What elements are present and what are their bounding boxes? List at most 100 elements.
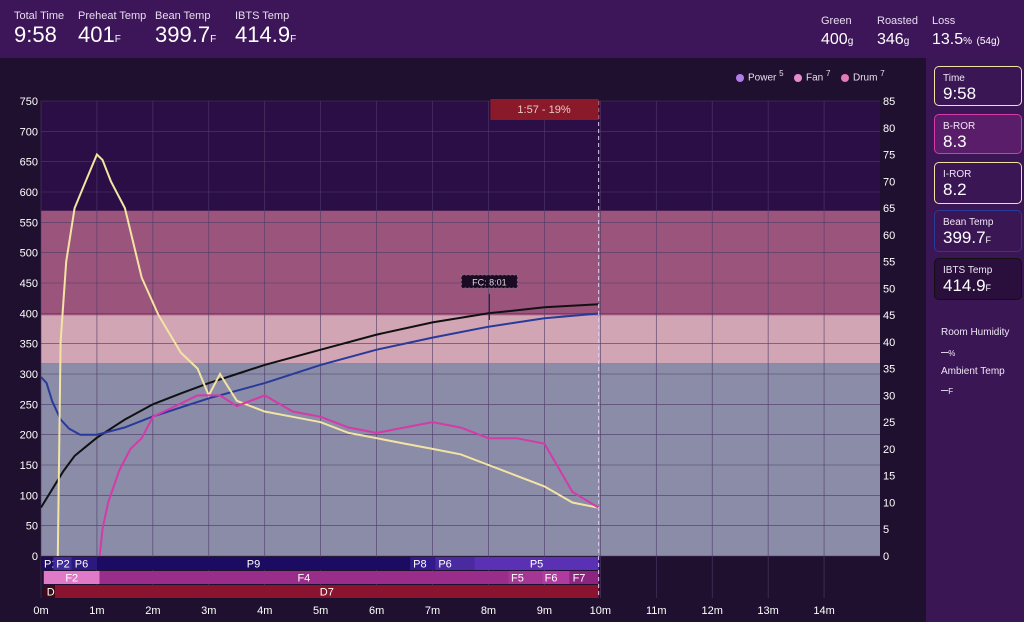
power-bar-segment — [96, 557, 411, 570]
y-right-tick-label: 10 — [883, 497, 895, 509]
x-tick-label: 10m — [590, 605, 611, 617]
phase-label: P9 — [247, 559, 260, 571]
phase-label: F6 — [545, 573, 558, 585]
x-tick-label: 8m — [481, 605, 496, 617]
y-left-tick-label: 150 — [20, 460, 38, 472]
stat-label: Bean Temp — [155, 10, 211, 22]
legend-fan: Fan 7 — [794, 69, 830, 83]
y-left-tick-label: 400 — [20, 308, 38, 320]
power-bar-segment — [71, 557, 97, 570]
time-card: Time 9:58 — [934, 66, 1022, 106]
first-crack-box — [460, 274, 518, 289]
y-right-tick-label: 0 — [883, 551, 889, 563]
y-left-tick-label: 700 — [20, 126, 38, 138]
x-tick-label: 12m — [701, 605, 722, 617]
y-left-tick-label: 550 — [20, 217, 38, 229]
y-right-tick-label: 40 — [883, 337, 895, 349]
stat-value: 13.5% (54g) — [932, 31, 1000, 48]
phase-label: D7 — [320, 587, 334, 599]
phase-label: D — [47, 587, 55, 599]
stat-value: 9:58 — [14, 22, 57, 47]
ambient-temp-value: –F — [941, 382, 954, 397]
x-tick-label: 0m — [33, 605, 48, 617]
legend-power: Power 5 — [736, 69, 784, 83]
stat-label: IBTS Temp — [235, 10, 290, 22]
y-left-tick-label: 200 — [20, 430, 38, 442]
fan-bar-segment — [508, 571, 542, 584]
stat-value: 401F — [78, 22, 121, 47]
x-tick-label: 2m — [145, 605, 160, 617]
y-right-tick-label: 60 — [883, 230, 895, 242]
stat-label: Preheat Temp — [78, 10, 147, 22]
drum-bar-segment — [43, 585, 55, 598]
temperature-zone — [41, 363, 880, 556]
phase-label: P8 — [413, 559, 426, 571]
fan-bar-segment — [569, 571, 599, 584]
x-tick-label: 11m — [646, 605, 667, 617]
power-bar-segment — [53, 557, 72, 570]
fan-bar-segment — [541, 571, 570, 584]
y-right-tick-label: 25 — [883, 417, 895, 429]
stat-label: Loss — [932, 15, 956, 27]
y-left-tick-label: 450 — [20, 278, 38, 290]
room-humidity-value: –% — [941, 344, 956, 359]
stat-label: Roasted — [877, 15, 918, 27]
stat-value: 414.9F — [235, 22, 297, 47]
y-left-tick-label: 600 — [20, 187, 38, 199]
first-crack-label: FC: 8:01 — [472, 278, 507, 288]
y-right-tick-label: 85 — [883, 96, 895, 108]
ibts-temp-card: IBTS Temp 414.9F — [934, 258, 1022, 300]
b-ror-card: B-ROR 8.3 — [934, 114, 1022, 154]
y-right-tick-label: 20 — [883, 444, 895, 456]
stat-green: Green 400g — [821, 15, 853, 55]
y-right-tick-label: 50 — [883, 283, 895, 295]
series-line — [40, 303, 599, 509]
roast-chart: 0m 1m 2m 3m 4m 5m 6m 7m 8m 9m 10m 11m 12m 13m 14m05010… — [20, 96, 896, 617]
power-bar-segment — [474, 557, 599, 570]
i-ror-card: I-ROR 8.2 — [934, 162, 1022, 204]
x-tick-label: 14m — [813, 605, 834, 617]
stat-roasted: Roasted 346g — [877, 15, 918, 55]
y-left-tick-label: 300 — [20, 369, 38, 381]
y-left-tick-label: 750 — [20, 96, 38, 108]
legend-dot — [736, 73, 744, 82]
temperature-zone — [41, 210, 880, 316]
x-tick-label: 1m — [89, 605, 104, 617]
x-tick-label: 3m — [201, 605, 216, 617]
y-left-tick-label: 0 — [32, 551, 38, 563]
x-tick-label: 9m — [537, 605, 552, 617]
y-left-tick-label: 650 — [20, 157, 38, 169]
y-right-tick-label: 5 — [883, 524, 889, 536]
x-tick-label: 7m — [425, 605, 440, 617]
legend-dot — [841, 73, 849, 82]
y-right-tick-label: 45 — [883, 310, 895, 322]
y-left-tick-label: 350 — [20, 339, 38, 351]
phase-label: P6 — [438, 559, 451, 571]
y-right-tick-label: 75 — [883, 150, 895, 162]
fan-bar-segment — [99, 571, 509, 584]
y-left-tick-label: 500 — [20, 248, 38, 260]
stat-label: Total Time — [14, 10, 65, 22]
stat-preheat-temp: Preheat Temp 401F — [78, 10, 146, 53]
phase-label: F4 — [297, 573, 310, 585]
development-label: 1:57 - 19% — [517, 104, 570, 116]
stat-loss: Loss 13.5% (54g) — [932, 15, 1000, 55]
y-right-tick-label: 65 — [883, 203, 895, 215]
series-line — [56, 152, 599, 557]
stat-total-time: Total Time 9:58 — [14, 10, 64, 48]
stat-value: 399.7F — [155, 22, 217, 47]
stat-bean-temp: Bean Temp 399.7F — [155, 10, 216, 53]
y-right-tick-label: 70 — [883, 176, 895, 188]
x-tick-label: 6m — [369, 605, 384, 617]
x-tick-label: 5m — [313, 605, 328, 617]
series-line — [98, 394, 600, 557]
y-left-tick-label: 100 — [20, 490, 38, 502]
room-humidity-label: Room Humidity — [941, 327, 1010, 338]
development-box — [490, 99, 599, 120]
stat-value: 346g — [877, 31, 910, 48]
top-stats-bar: Total Time 9:58 Preheat Temp 401F Bean T… — [0, 0, 1024, 58]
drum-bar-segment — [54, 585, 599, 598]
x-tick-label: 4m — [257, 605, 272, 617]
phase-label: F5 — [511, 573, 524, 585]
power-bar-segment — [41, 557, 54, 570]
